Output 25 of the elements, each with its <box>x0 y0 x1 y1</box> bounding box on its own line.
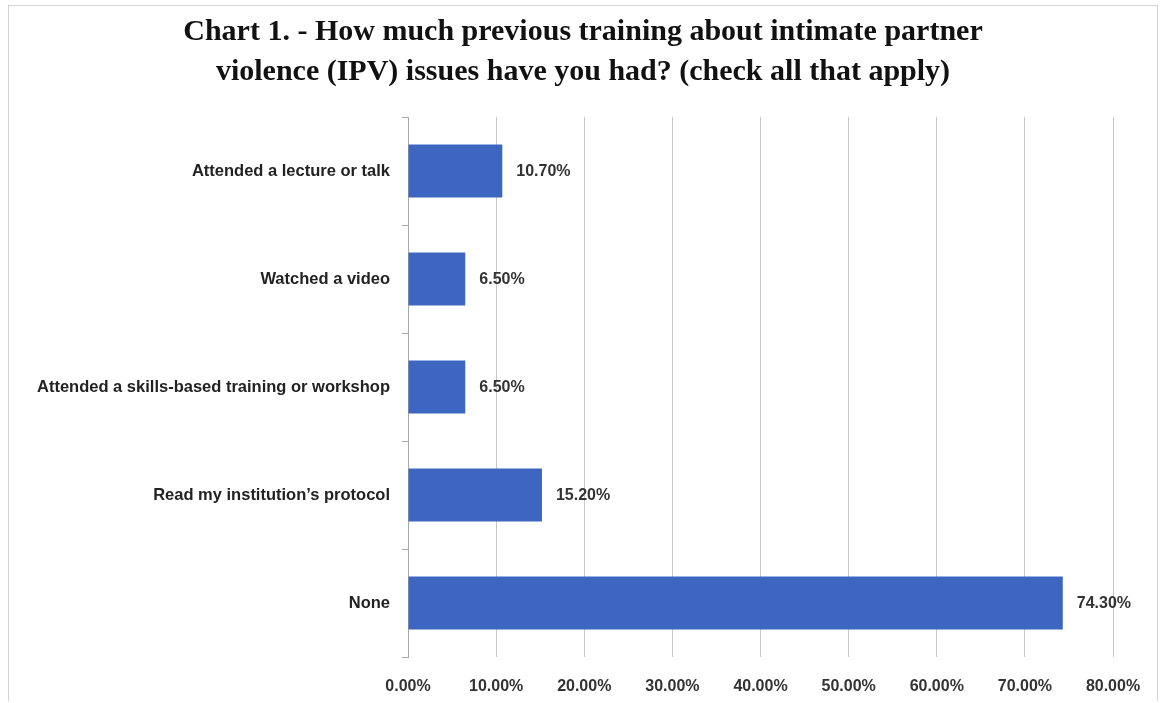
chart-title: Chart 1. - How much previous training about intimate partner violence (IPV) issues have you had? (check all that apply) <box>182 12 984 88</box>
y-tick-label: Read my institution’s protocol <box>153 484 390 503</box>
bar <box>408 576 1063 630</box>
x-tick-label: 70.00% <box>997 677 1053 695</box>
data-label: 74.30% <box>1076 594 1132 612</box>
bar <box>408 468 542 522</box>
y-tick-label: Attended a lecture or talk <box>191 160 391 179</box>
bar <box>408 360 466 414</box>
x-tick-label: 30.00% <box>645 677 700 695</box>
x-tick-label: 50.00% <box>821 677 876 695</box>
y-tick-label: Watched a video <box>260 268 390 287</box>
bar <box>408 252 466 306</box>
data-label: 10.70% <box>516 162 571 180</box>
y-tick-label: Attended a skills-based training or workshop <box>37 376 390 395</box>
data-label: 6.50% <box>479 270 525 288</box>
data-label: 6.50% <box>479 378 525 396</box>
x-tick-label: 20.00% <box>557 677 612 695</box>
x-tick-label: 60.00% <box>909 677 964 695</box>
x-tick-label: 10.00% <box>468 677 524 695</box>
x-tick-label: 40.00% <box>733 677 788 695</box>
x-tick-label: 0.00% <box>385 677 431 695</box>
x-tick-label: 80.00% <box>1085 677 1141 695</box>
bar <box>408 144 503 198</box>
y-tick-label: None <box>348 592 390 611</box>
data-label: 15.20% <box>555 486 611 504</box>
